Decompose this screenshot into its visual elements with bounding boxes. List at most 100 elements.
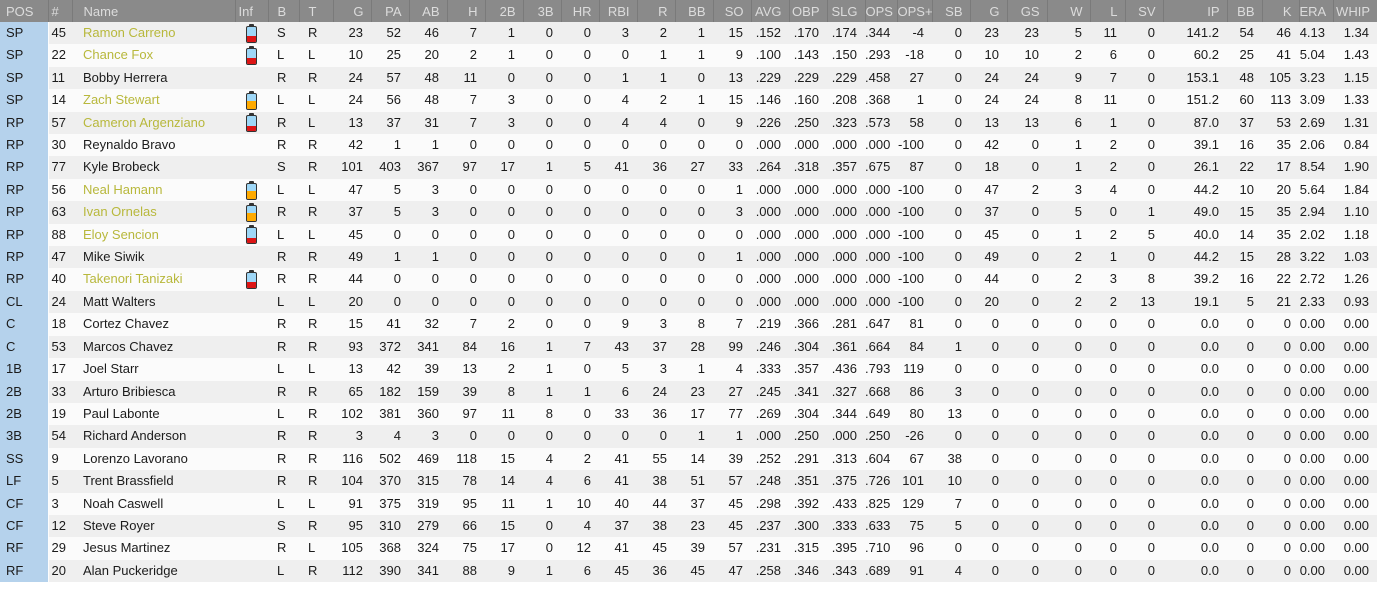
player-name-link[interactable]: Takenori Tanizaki xyxy=(72,268,235,291)
player-name-link[interactable]: Alan Puckeridge xyxy=(72,559,235,583)
column-header-k[interactable]: K xyxy=(1261,0,1299,22)
column-header-inf[interactable]: Inf xyxy=(234,0,268,22)
player-name-link[interactable]: Bobby Herrera xyxy=(72,66,235,90)
player-row[interactable]: SP 22 Chance Fox L L 10 25 20 2 1 0 0 0 1 1 9.100.143.1… xyxy=(0,44,1377,67)
player-row[interactable]: RP 88 Eloy Sencion L L 45 0 0 0 0 0 0 0 0 0 0.000.000.0… xyxy=(0,223,1377,247)
player-name-link[interactable]: Marcos Chavez xyxy=(72,335,235,359)
column-header-whip[interactable]: WHIP xyxy=(1332,0,1377,22)
column-header-era[interactable]: ERA xyxy=(1298,0,1333,22)
column-header-h[interactable]: H xyxy=(446,0,485,22)
cell-bats: R xyxy=(268,268,299,291)
player-row[interactable]: RP 57 Cameron Argenziano R L 13 37 31 7 3 0 0 4 4 0 9.2… xyxy=(0,111,1377,135)
column-header-2b[interactable]: 2B xyxy=(484,0,523,22)
column-header-rbi[interactable]: RBI xyxy=(598,0,637,22)
player-name-link[interactable]: Lorenzo Lavorano xyxy=(72,447,235,471)
column-header-num[interactable]: # xyxy=(47,0,72,22)
cell-3b: 1 xyxy=(523,559,561,583)
player-name-link[interactable]: Richard Anderson xyxy=(72,425,235,448)
column-header-l[interactable]: L xyxy=(1089,0,1125,22)
player-name-link[interactable]: Noah Caswell xyxy=(72,492,235,515)
player-row[interactable]: CF 12 Steve Royer S R 95 310 279 66 15 0 4 37 38 23 45.… xyxy=(0,514,1377,538)
column-header-g-pitching[interactable]: G xyxy=(969,0,1007,22)
player-name-link[interactable]: Zach Stewart xyxy=(72,89,235,112)
column-header-w[interactable]: W xyxy=(1046,0,1090,22)
cell-sb: 13 xyxy=(932,402,970,426)
column-header-hr[interactable]: HR xyxy=(560,0,599,22)
cell-pa: 390 xyxy=(371,559,409,583)
player-name-link[interactable]: Chance Fox xyxy=(72,44,235,67)
column-header-pos[interactable]: POS xyxy=(0,0,48,22)
column-header-pa[interactable]: PA xyxy=(370,0,409,22)
cell-k: 0 xyxy=(1262,559,1299,583)
player-row[interactable]: 2B 19 Paul Labonte L R 102 381 360 97 11 8 0 33 36 17 7… xyxy=(0,402,1377,426)
cell-l: 1 xyxy=(1090,111,1125,135)
player-row[interactable]: RP 77 Kyle Brobeck S R 101 403 367 97 17 1 5 41 36 27 3… xyxy=(0,156,1377,179)
player-row[interactable]: CF 3 Noah Caswell L L 91 375 319 95 11 1 10 40 44 37 45… xyxy=(0,492,1377,515)
column-header-ops[interactable]: OPS xyxy=(864,0,897,22)
column-header-sv[interactable]: SV xyxy=(1124,0,1163,22)
column-header-g[interactable]: G xyxy=(332,0,371,22)
player-row[interactable]: CL 24 Matt Walters L L 20 0 0 0 0 0 0 0 0 0 0.000.000.0… xyxy=(0,290,1377,314)
player-row[interactable]: 2B 33 Arturo Bribiesca R R 65 182 159 39 8 1 1 6 24 23… xyxy=(0,380,1377,403)
player-name-link[interactable]: Mike Siwik xyxy=(72,246,235,269)
player-row[interactable]: SS 9 Lorenzo Lavorano R R 116 502 469 118 15 4 2 41 5… xyxy=(0,447,1377,471)
column-header-avg[interactable]: AVG xyxy=(750,0,789,22)
player-row[interactable]: 1B 17 Joel Starr L L 13 42 39 13 2 1 0 5 3 1 4.333.357.… xyxy=(0,358,1377,381)
player-name-link[interactable]: Jesus Martinez xyxy=(72,537,235,560)
player-name-link[interactable]: Joel Starr xyxy=(72,358,235,381)
cell-so: 15 xyxy=(713,22,751,45)
player-row[interactable]: RP 47 Mike Siwik R R 49 1 1 0 0 0 0 0 0 0 1.000.000.000… xyxy=(0,246,1377,269)
cell-throws: R xyxy=(299,246,333,269)
column-header-b[interactable]: B xyxy=(267,0,299,22)
player-row[interactable]: LF 5 Trent Brassfield R R 104 370 315 78 14 4 6 41 38… xyxy=(0,470,1377,493)
player-row[interactable]: RP 56 Neal Hamann L L 47 5 3 0 0 0 0 0 0 0 1.000.000.00… xyxy=(0,178,1377,202)
player-row[interactable]: 3B 54 Richard Anderson R R 3 4 3 0 0 0 0 0 0 1 1.000.25… xyxy=(0,425,1377,448)
cell-h: 0 xyxy=(447,425,485,448)
column-header-bb-pitching[interactable]: BB xyxy=(1226,0,1262,22)
player-row[interactable]: SP 45 Ramon Carreno S R 23 52 46 7 1 0 0 3 2 1 15.152.1… xyxy=(0,22,1377,45)
player-name-link[interactable]: Arturo Bribiesca xyxy=(72,380,235,403)
column-header-gs[interactable]: GS xyxy=(1006,0,1047,22)
player-name-link[interactable]: Ivan Ornelas xyxy=(72,201,235,224)
player-row[interactable]: RP 63 Ivan Ornelas R R 37 5 3 0 0 0 0 0 0 0 3.000.000.0… xyxy=(0,201,1377,224)
column-header-ip[interactable]: IP xyxy=(1162,0,1227,22)
column-header-ops-plus[interactable]: OPS+ xyxy=(896,0,932,22)
player-row[interactable]: C 18 Cortez Chavez R R 15 41 32 7 2 0 0 9 3 8 7.219.366… xyxy=(0,313,1377,336)
column-header-so[interactable]: SO xyxy=(712,0,751,22)
player-name-link[interactable]: Cortez Chavez xyxy=(72,313,235,336)
column-header-3b[interactable]: 3B xyxy=(522,0,561,22)
player-name-link[interactable]: Ramon Carreno xyxy=(72,22,235,45)
player-name-link[interactable]: Steve Royer xyxy=(72,514,235,538)
cell-pa: 57 xyxy=(371,66,409,90)
player-name-link[interactable]: Trent Brassfield xyxy=(72,470,235,493)
column-header-bb[interactable]: BB xyxy=(674,0,713,22)
column-header-name[interactable]: Name xyxy=(71,0,235,22)
cell-ab: 0 xyxy=(409,223,447,247)
column-header-sb[interactable]: SB xyxy=(931,0,970,22)
player-row[interactable]: RP 40 Takenori Tanizaki R R 44 0 0 0 0 0 0 0 0 0 0.000.… xyxy=(0,268,1377,291)
player-row[interactable]: RF 20 Alan Puckeridge L R 112 390 341 88 9 1 6 45 36 4… xyxy=(0,559,1377,583)
player-name-link[interactable]: Eloy Sencion xyxy=(72,223,235,247)
player-row[interactable]: SP 11 Bobby Herrera R R 24 57 48 11 0 0 0 1 1 0 13.229.… xyxy=(0,66,1377,90)
player-name-link[interactable]: Neal Hamann xyxy=(72,178,235,202)
player-row[interactable]: RP 30 Reynaldo Bravo R R 42 1 1 0 0 0 0 0 0 0 0.000.000… xyxy=(0,134,1377,157)
player-name-link[interactable]: Reynaldo Bravo xyxy=(72,134,235,157)
cell-r: 0 xyxy=(637,134,675,157)
column-header-ab[interactable]: AB xyxy=(408,0,447,22)
cell-jersey-number: 3 xyxy=(48,492,72,515)
cell-3b: 0 xyxy=(523,290,561,314)
column-header-obp[interactable]: OBP xyxy=(788,0,827,22)
player-name-link[interactable]: Matt Walters xyxy=(72,290,235,314)
player-name-link[interactable]: Cameron Argenziano xyxy=(72,111,235,135)
cell-gs: 0 xyxy=(1007,402,1047,426)
player-row[interactable]: RF 29 Jesus Martinez R L 105 368 324 75 17 0 12 41 45… xyxy=(0,537,1377,560)
column-header-t[interactable]: T xyxy=(298,0,333,22)
player-name-link[interactable]: Kyle Brobeck xyxy=(72,156,235,179)
player-row[interactable]: SP 14 Zach Stewart L L 24 56 48 7 3 0 0 4 2 1 15.146.16… xyxy=(0,89,1377,112)
cell-r: 2 xyxy=(637,22,675,45)
column-header-slg[interactable]: SLG xyxy=(826,0,865,22)
player-name-link[interactable]: Paul Labonte xyxy=(72,402,235,426)
cell-k: 41 xyxy=(1262,44,1299,67)
player-row[interactable]: C 53 Marcos Chavez R R 93 372 341 84 16 1 7 43 37 28 99… xyxy=(0,335,1377,359)
column-header-r[interactable]: R xyxy=(636,0,675,22)
